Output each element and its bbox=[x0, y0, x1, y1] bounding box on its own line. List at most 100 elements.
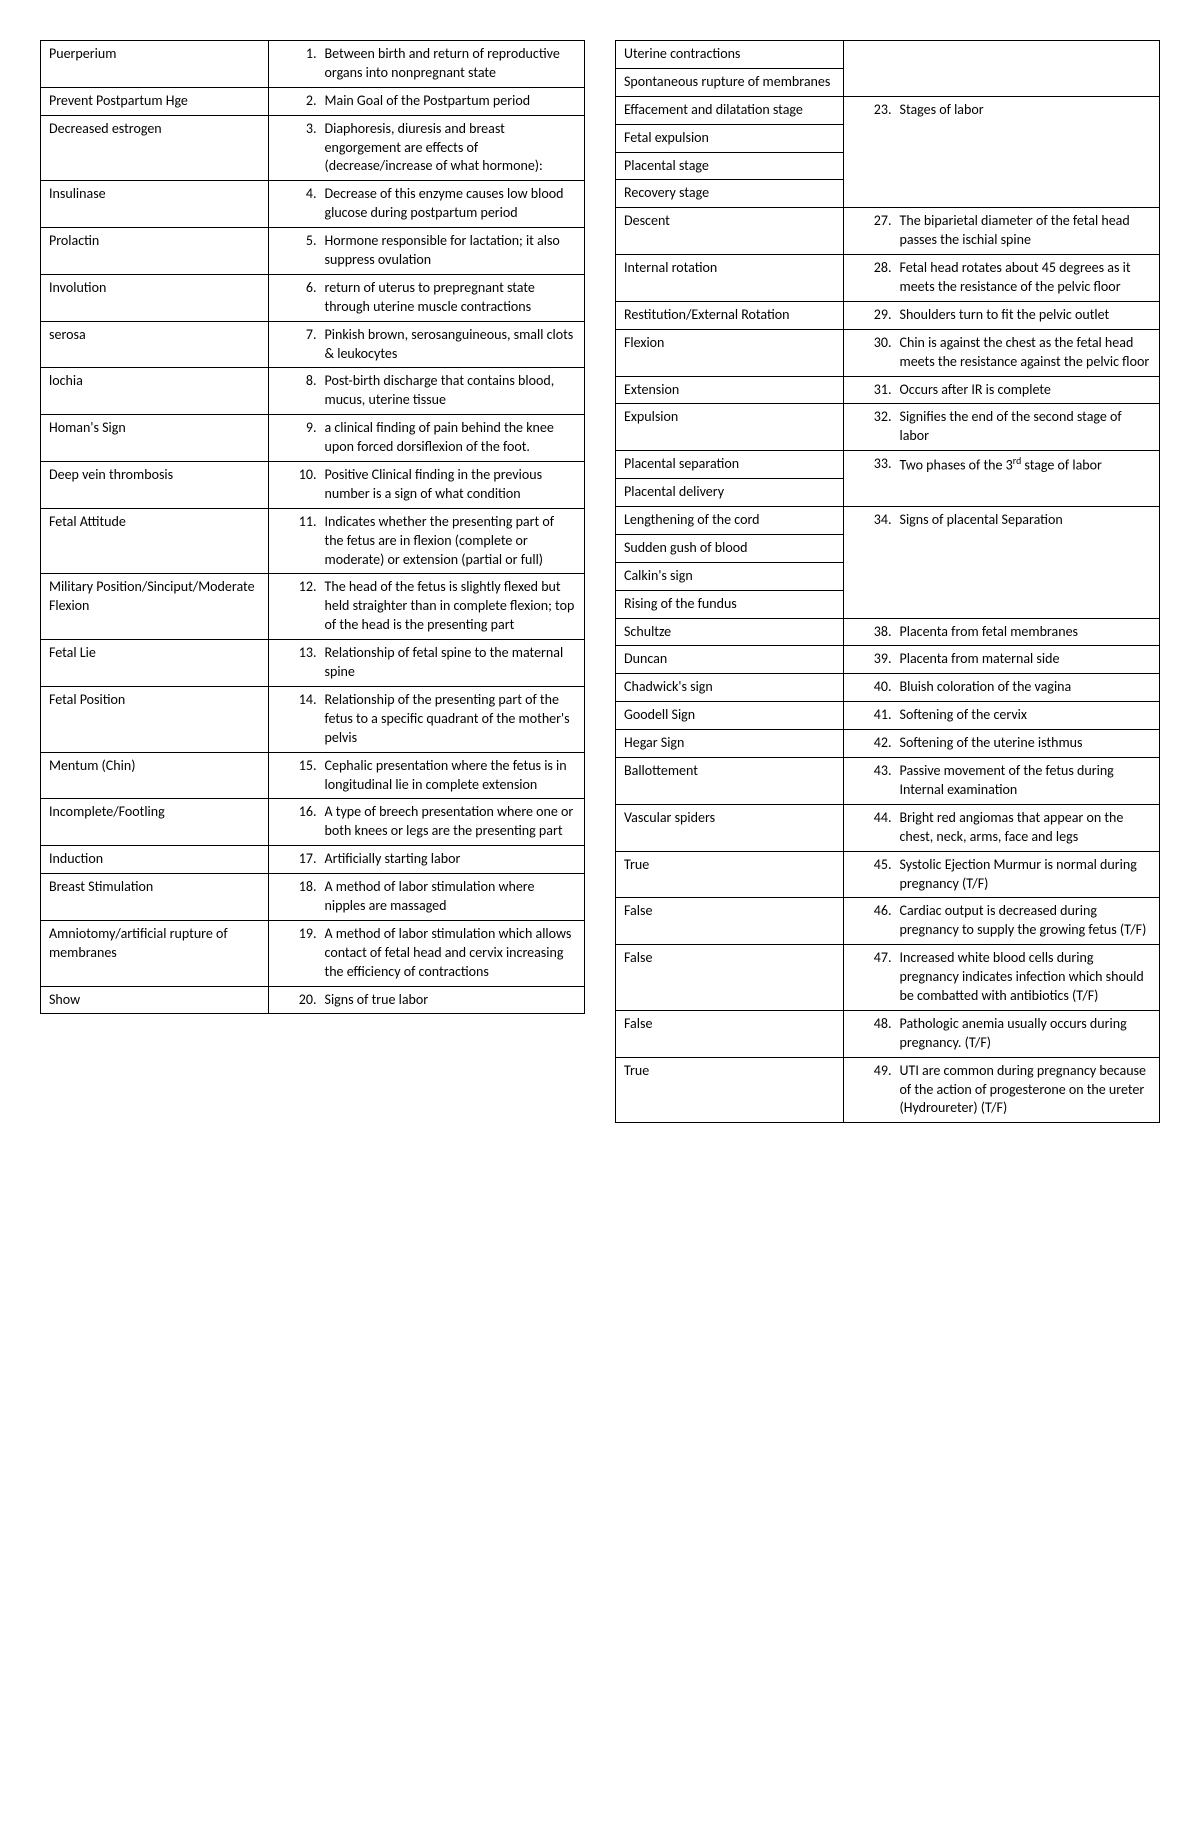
term-cell: Sudden gush of blood bbox=[616, 534, 844, 562]
definition-cell: Placenta from maternal side bbox=[894, 646, 1160, 674]
number-cell: 20. bbox=[268, 986, 318, 1014]
definition-cell: Passive movement of the fetus during Int… bbox=[894, 758, 1160, 805]
definition-cell: Increased white blood cells during pregn… bbox=[894, 945, 1160, 1011]
term-cell: Prevent Postpartum Hge bbox=[41, 87, 269, 115]
table-row: Duncan39.Placenta from maternal side bbox=[616, 646, 1160, 674]
term-cell: Flexion bbox=[616, 329, 844, 376]
table-row: Chadwick's sign40.Bluish coloration of t… bbox=[616, 674, 1160, 702]
number-cell: 45. bbox=[843, 851, 893, 898]
table-row: Expulsion32.Signifies the end of the sec… bbox=[616, 404, 1160, 451]
number-cell: 42. bbox=[843, 730, 893, 758]
number-cell: 34. bbox=[843, 507, 893, 619]
definition-cell: Signs of true labor bbox=[319, 986, 585, 1014]
term-cell: Rising of the fundus bbox=[616, 590, 844, 618]
table-row: Incomplete/Footling16.A type of breech p… bbox=[41, 799, 585, 846]
definition-cell: Occurs after IR is complete bbox=[894, 376, 1160, 404]
table-row: Breast Stimulation18.A method of labor s… bbox=[41, 874, 585, 921]
table-row: Lengthening of the cord34.Signs of place… bbox=[616, 507, 1160, 535]
number-cell bbox=[843, 41, 893, 97]
number-cell: 1. bbox=[268, 41, 318, 88]
left-column: Puerperium1.Between birth and return of … bbox=[40, 40, 585, 1014]
number-cell: 10. bbox=[268, 462, 318, 509]
table-row: False48.Pathologic anemia usually occurs… bbox=[616, 1010, 1160, 1057]
number-cell: 39. bbox=[843, 646, 893, 674]
term-cell: Uterine contractions bbox=[616, 41, 844, 69]
definition-cell: Two phases of the 3rd stage of labor bbox=[894, 451, 1160, 507]
table-row: Military Position/Sinciput/Moderate Flex… bbox=[41, 574, 585, 640]
term-cell: Show bbox=[41, 986, 269, 1014]
number-cell: 43. bbox=[843, 758, 893, 805]
right-table: Uterine contractionsSpontaneous rupture … bbox=[615, 40, 1160, 1123]
number-cell: 33. bbox=[843, 451, 893, 507]
definition-cell: Decrease of this enzyme causes low blood… bbox=[319, 181, 585, 228]
definition-cell: Signifies the end of the second stage of… bbox=[894, 404, 1160, 451]
table-row: Prevent Postpartum Hge2.Main Goal of the… bbox=[41, 87, 585, 115]
table-row: False47.Increased white blood cells duri… bbox=[616, 945, 1160, 1011]
definition-cell: return of uterus to prepregnant state th… bbox=[319, 274, 585, 321]
table-row: Involution6.return of uterus to prepregn… bbox=[41, 274, 585, 321]
term-cell: Mentum (Chin) bbox=[41, 752, 269, 799]
definition-cell: a clinical finding of pain behind the kn… bbox=[319, 415, 585, 462]
two-column-layout: Puerperium1.Between birth and return of … bbox=[40, 40, 1160, 1123]
term-cell: Induction bbox=[41, 846, 269, 874]
term-cell: Homan's Sign bbox=[41, 415, 269, 462]
term-cell: Placental delivery bbox=[616, 479, 844, 507]
definition-cell: A method of labor stimulation where nipp… bbox=[319, 874, 585, 921]
term-cell: Calkin's sign bbox=[616, 562, 844, 590]
term-cell: False bbox=[616, 945, 844, 1011]
definition-cell: Hormone responsible for lactation; it al… bbox=[319, 228, 585, 275]
definition-cell: A method of labor stimulation which allo… bbox=[319, 920, 585, 986]
term-cell: Lengthening of the cord bbox=[616, 507, 844, 535]
definition-cell: Shoulders turn to fit the pelvic outlet bbox=[894, 301, 1160, 329]
term-cell: Puerperium bbox=[41, 41, 269, 88]
definition-cell bbox=[894, 41, 1160, 97]
term-cell: Spontaneous rupture of membranes bbox=[616, 68, 844, 96]
table-row: Goodell Sign41.Softening of the cervix bbox=[616, 702, 1160, 730]
table-row: Internal rotation28.Fetal head rotates a… bbox=[616, 255, 1160, 302]
definition-cell: Placenta from fetal membranes bbox=[894, 618, 1160, 646]
table-row: Deep vein thrombosis10.Positive Clinical… bbox=[41, 462, 585, 509]
definition-cell: Cephalic presentation where the fetus is… bbox=[319, 752, 585, 799]
table-row: Schultze38.Placenta from fetal membranes bbox=[616, 618, 1160, 646]
term-cell: Prolactin bbox=[41, 228, 269, 275]
definition-cell: Bluish coloration of the vagina bbox=[894, 674, 1160, 702]
term-cell: serosa bbox=[41, 321, 269, 368]
definition-cell: The biparietal diameter of the fetal hea… bbox=[894, 208, 1160, 255]
table-row: Fetal Position14.Relationship of the pre… bbox=[41, 686, 585, 752]
number-cell: 30. bbox=[843, 329, 893, 376]
table-row: Ballottement43.Passive movement of the f… bbox=[616, 758, 1160, 805]
table-row: Hegar Sign42.Softening of the uterine is… bbox=[616, 730, 1160, 758]
table-row: Homan's Sign9.a clinical finding of pain… bbox=[41, 415, 585, 462]
term-cell: False bbox=[616, 898, 844, 945]
term-cell: Deep vein thrombosis bbox=[41, 462, 269, 509]
definition-cell: Between birth and return of reproductive… bbox=[319, 41, 585, 88]
definition-cell: Main Goal of the Postpartum period bbox=[319, 87, 585, 115]
term-cell: lochia bbox=[41, 368, 269, 415]
table-row: serosa7.Pinkish brown, serosanguineous, … bbox=[41, 321, 585, 368]
term-cell: Placental stage bbox=[616, 152, 844, 180]
term-cell: Breast Stimulation bbox=[41, 874, 269, 921]
table-row: Mentum (Chin)15.Cephalic presentation wh… bbox=[41, 752, 585, 799]
definition-cell: Fetal head rotates about 45 degrees as i… bbox=[894, 255, 1160, 302]
number-cell: 38. bbox=[843, 618, 893, 646]
number-cell: 18. bbox=[268, 874, 318, 921]
table-row: Show20.Signs of true labor bbox=[41, 986, 585, 1014]
definition-cell: Signs of placental Separation bbox=[894, 507, 1160, 619]
number-cell: 16. bbox=[268, 799, 318, 846]
term-cell: Involution bbox=[41, 274, 269, 321]
number-cell: 3. bbox=[268, 115, 318, 181]
number-cell: 13. bbox=[268, 640, 318, 687]
term-cell: Fetal expulsion bbox=[616, 124, 844, 152]
term-cell: Extension bbox=[616, 376, 844, 404]
term-cell: False bbox=[616, 1010, 844, 1057]
definition-cell: Artificially starting labor bbox=[319, 846, 585, 874]
table-row: Uterine contractions bbox=[616, 41, 1160, 69]
table-row: Insulinase4.Decrease of this enzyme caus… bbox=[41, 181, 585, 228]
definition-cell: Softening of the cervix bbox=[894, 702, 1160, 730]
definition-cell: The head of the fetus is slightly flexed… bbox=[319, 574, 585, 640]
number-cell: 31. bbox=[843, 376, 893, 404]
number-cell: 27. bbox=[843, 208, 893, 255]
table-row: Amniotomy/artificial rupture of membrane… bbox=[41, 920, 585, 986]
table-row: Effacement and dilatation stage23.Stages… bbox=[616, 96, 1160, 124]
number-cell: 49. bbox=[843, 1057, 893, 1123]
